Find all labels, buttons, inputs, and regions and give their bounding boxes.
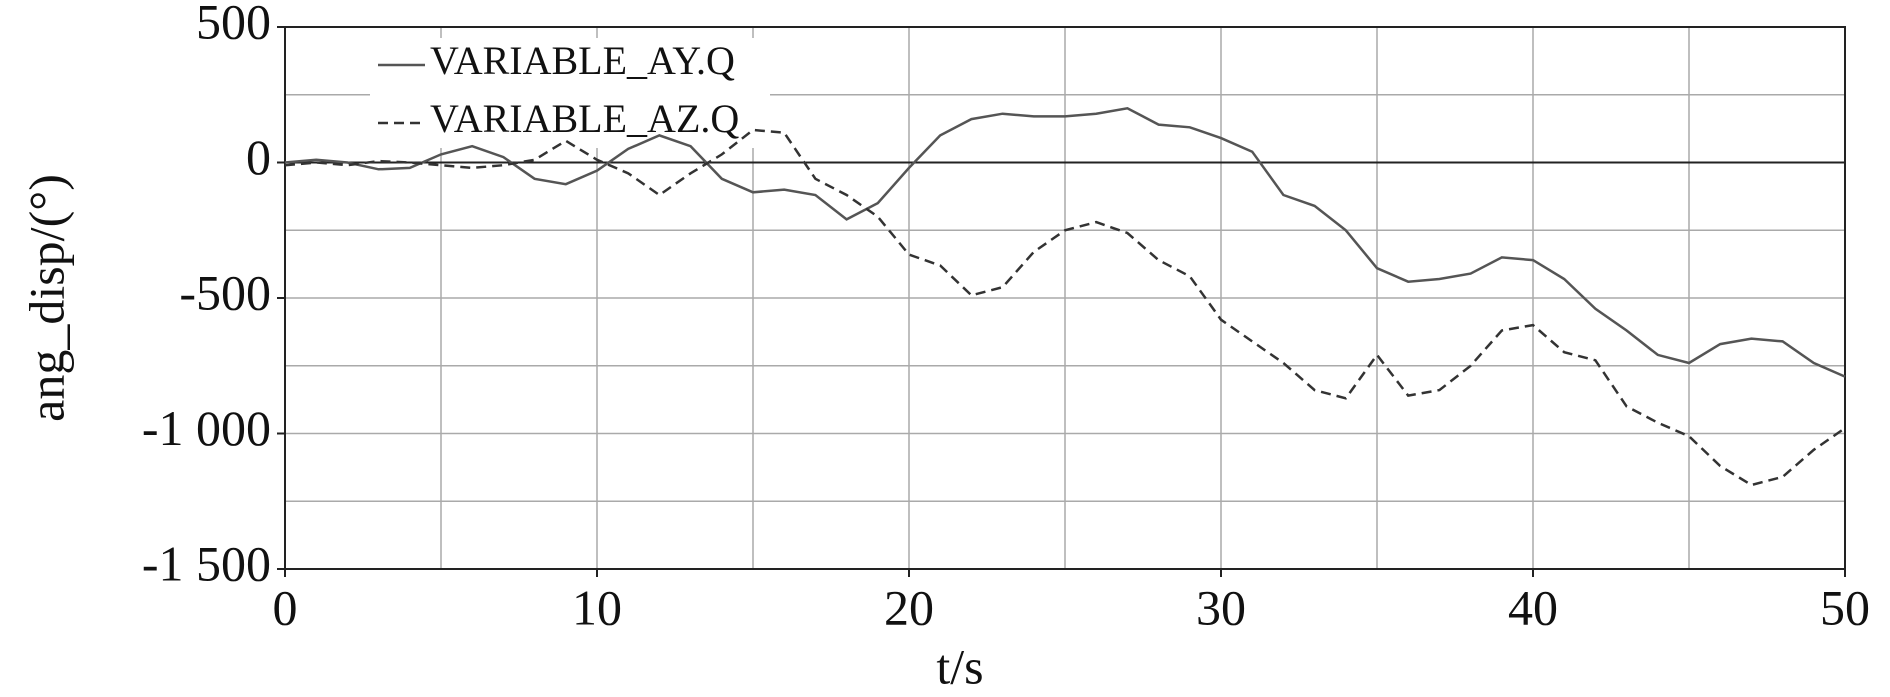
x-tick-label: 20 [884,579,934,635]
legend-label: VARIABLE_AZ.Q [430,96,739,141]
y-tick-label: -1 000 [142,400,271,456]
x-tick-label: 40 [1508,579,1558,635]
data-line [284,128,1846,487]
legend-box [370,38,770,148]
data-line [284,106,1846,378]
x-tick-label: 30 [1196,579,1246,635]
x-axis-label: t/s [936,638,983,694]
y-tick-label: 0 [246,129,271,185]
x-tick-label: 10 [572,579,622,635]
x-tick-label: 50 [1820,579,1870,635]
y-tick-label: -1 500 [142,535,271,591]
x-tick-label: 0 [273,579,298,635]
y-tick-label: 500 [196,0,271,49]
y-tick-label: -500 [179,264,271,320]
legend-label: VARIABLE_AY.Q [430,38,735,83]
y-axis-label: ang_disp/(°) [18,174,74,422]
